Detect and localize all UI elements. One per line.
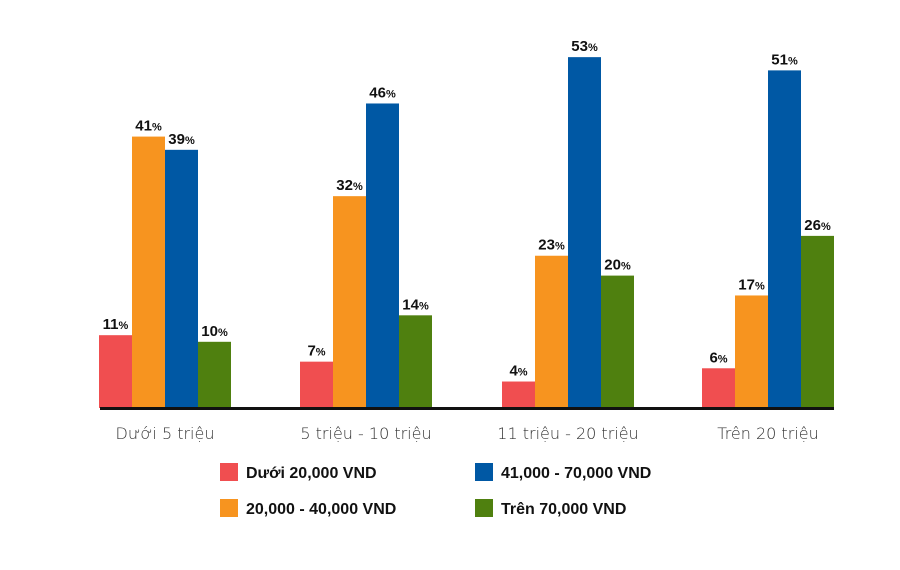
bar: [801, 235, 834, 408]
bar: [502, 381, 535, 408]
bar: [300, 361, 333, 408]
bar: [601, 275, 634, 408]
bar: [165, 149, 198, 408]
legend-label: Dưới 20,000 VND: [246, 465, 377, 482]
bar: [702, 368, 735, 408]
data-label: 53%: [571, 38, 598, 55]
bar: [99, 335, 132, 408]
data-label: 6%: [709, 349, 727, 366]
bar: [366, 103, 399, 408]
legend-swatch: [475, 463, 493, 481]
x-tick-label: Trên 20 triệu: [717, 424, 818, 443]
bar: [132, 136, 165, 408]
data-label: 11%: [103, 316, 129, 333]
legend-label: Trên 70,000 VND: [501, 501, 626, 518]
bar: [535, 255, 568, 408]
data-label: 46%: [369, 84, 396, 101]
legend-label: 41,000 - 70,000 VND: [501, 465, 651, 482]
bar: [768, 70, 801, 408]
data-label: 14%: [402, 296, 429, 313]
bar: [735, 295, 768, 408]
data-label: 41%: [135, 118, 162, 135]
data-label: 20%: [604, 257, 631, 274]
x-tick-label: Dưới 5 triệu: [116, 424, 215, 443]
data-label: 39%: [168, 131, 195, 148]
bar: [333, 196, 366, 408]
bar: [198, 341, 231, 408]
x-tick-label: 5 triệu - 10 triệu: [300, 424, 431, 443]
data-label: 4%: [509, 363, 527, 380]
legend-swatch: [475, 499, 493, 517]
legend-swatch: [220, 499, 238, 517]
data-label: 51%: [771, 51, 798, 68]
data-label: 17%: [738, 276, 765, 293]
x-tick-label: 11 triệu - 20 triệu: [497, 424, 638, 443]
data-label: 32%: [336, 177, 363, 194]
legend-swatch: [220, 463, 238, 481]
data-label: 10%: [201, 323, 228, 340]
x-axis-line: [100, 407, 834, 410]
bar: [399, 315, 432, 408]
legend-label: 20,000 - 40,000 VND: [246, 501, 396, 518]
data-label: 7%: [307, 343, 325, 360]
data-label: 26%: [804, 217, 831, 234]
bar: [568, 57, 601, 408]
data-label: 23%: [538, 237, 565, 254]
